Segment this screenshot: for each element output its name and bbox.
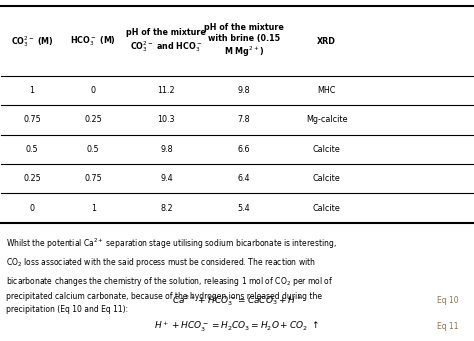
Text: 7.8: 7.8 (238, 116, 250, 124)
Text: Eq 11: Eq 11 (437, 322, 458, 331)
Text: MHC: MHC (318, 86, 336, 95)
Text: 6.4: 6.4 (238, 174, 250, 183)
Text: CO$_3^{2-}$ (M): CO$_3^{2-}$ (M) (10, 34, 54, 48)
Text: pH of the mixture
CO$_3^{2-}$ and HCO$_3^-$: pH of the mixture CO$_3^{2-}$ and HCO$_3… (127, 28, 206, 54)
Text: 9.8: 9.8 (160, 145, 173, 154)
Text: 1: 1 (29, 86, 35, 95)
Text: XRD: XRD (317, 36, 336, 46)
Text: 1: 1 (91, 204, 96, 213)
Text: 0: 0 (91, 86, 96, 95)
Text: 9.4: 9.4 (160, 174, 173, 183)
Text: 11.2: 11.2 (157, 86, 175, 95)
Text: 10.3: 10.3 (157, 116, 175, 124)
Text: 5.4: 5.4 (238, 204, 250, 213)
Text: 6.6: 6.6 (238, 145, 250, 154)
Text: 9.8: 9.8 (238, 86, 250, 95)
Text: Eq 10: Eq 10 (437, 296, 458, 305)
Text: Whilst the potential Ca$^{2+}$ separation stage utilising sodium bicarbonate is : Whilst the potential Ca$^{2+}$ separatio… (6, 236, 337, 314)
Text: 0: 0 (29, 204, 35, 213)
Text: HCO$_3^-$ (M): HCO$_3^-$ (M) (70, 34, 116, 48)
Text: 0.75: 0.75 (23, 116, 41, 124)
Text: 0.5: 0.5 (87, 145, 100, 154)
Text: 0.25: 0.25 (23, 174, 41, 183)
Text: $H^+ + HCO_3^- = H_2CO_3 = H_2O + CO_2\ \uparrow$: $H^+ + HCO_3^- = H_2CO_3 = H_2O + CO_2\ … (155, 320, 319, 334)
Text: 0.5: 0.5 (26, 145, 38, 154)
Text: Calcite: Calcite (313, 204, 340, 213)
Text: $Ca^{2+} + HCO_3^- = CaCO_3 + H^+$: $Ca^{2+} + HCO_3^- = CaCO_3 + H^+$ (172, 293, 302, 308)
Text: 0.75: 0.75 (84, 174, 102, 183)
Text: Mg-calcite: Mg-calcite (306, 116, 347, 124)
Text: Calcite: Calcite (313, 145, 340, 154)
Text: 0.25: 0.25 (84, 116, 102, 124)
Text: pH of the mixture
with brine (0.15
M Mg$^{2+}$): pH of the mixture with brine (0.15 M Mg$… (204, 23, 284, 59)
Text: Calcite: Calcite (313, 174, 340, 183)
Text: 8.2: 8.2 (160, 204, 173, 213)
